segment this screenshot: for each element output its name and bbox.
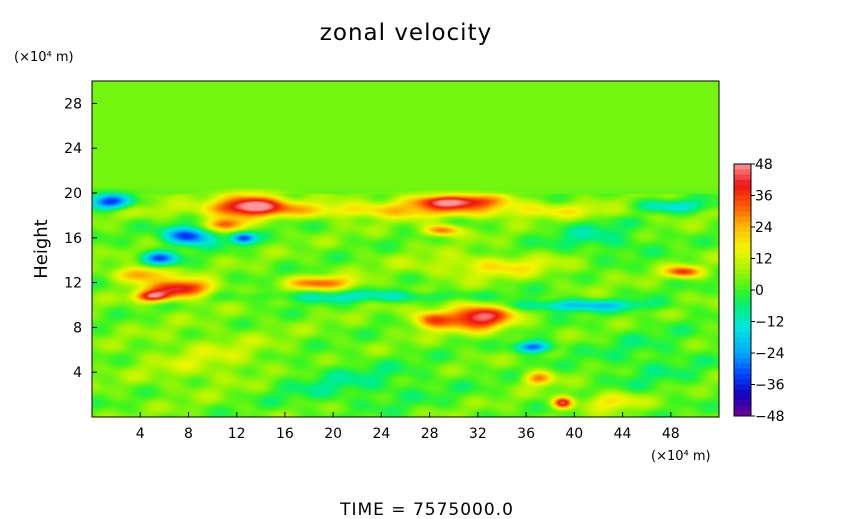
x-tick-label: 8 [184,426,193,442]
x-tick-label: 48 [662,426,680,442]
colorbar: 48 36 24 12 0 −12 −24 −36 −48 [733,157,785,425]
colorbar-tick-label: −24 [755,346,785,362]
y-tick-label: 4 [73,365,82,381]
x-tick-label: 32 [469,426,487,442]
colorbar-swatch [734,274,751,280]
y-axis-ticks: 4 8 12 16 20 24 28 [64,96,97,381]
colorbar-swatch [734,379,751,385]
colorbar-swatch [734,384,751,391]
colorbar-swatch [734,358,751,364]
colorbar-swatch [734,311,751,317]
colorbar-swatch [734,221,751,228]
colorbar-swatch [734,179,751,186]
colorbar-swatch [734,363,751,370]
colorbar-swatch [734,258,751,265]
colorbar-tick-label: 24 [755,220,773,236]
x-tick-label: 44 [614,426,632,442]
colorbar-swatch [734,405,751,412]
colorbar-swatch [734,410,751,417]
y-axis-units: (×10⁴ m) [14,50,74,65]
colorbar-swatch [734,232,751,238]
colorbar-swatch [734,216,751,223]
y-tick-label: 20 [64,186,82,202]
colorbar-tick-label: 36 [755,189,773,205]
colorbar-swatch [734,211,751,217]
colorbar-tick-label: 0 [755,283,764,299]
colorbar-tick-label: 48 [755,157,773,173]
colorbar-swatch [734,200,751,207]
colorbar-swatch [734,227,751,233]
x-tick-label: 4 [136,426,145,442]
colorbar-swatch [734,253,751,259]
colorbar-tick-label: 12 [755,252,773,268]
colorbar-swatch [734,248,751,254]
colorbar-swatch [734,337,751,343]
colorbar-swatch [734,374,751,380]
y-tick-label: 8 [73,320,82,336]
colorbar-swatch [734,295,751,301]
colorbar-swatch [734,237,751,244]
x-tick-label: 20 [324,426,342,442]
x-tick-label: 24 [372,426,390,442]
colorbar-swatch [734,169,751,175]
x-tick-label: 16 [276,426,294,442]
chart-title: zonal velocity [320,20,492,46]
x-tick-label: 40 [565,426,583,442]
colorbar-swatch [734,300,751,307]
colorbar-swatch [734,321,751,328]
x-tick-label: 28 [421,426,439,442]
colorbar-swatch [734,332,751,338]
x-tick-label: 12 [228,426,246,442]
colorbar-tick-label: −48 [755,409,785,425]
colorbar-swatch [734,185,751,191]
plot-frame [91,80,720,418]
y-tick-label: 16 [64,231,82,247]
colorbar-swatch [734,389,751,396]
y-tick-label: 28 [64,96,82,112]
colorbar-swatch [734,263,751,270]
colorbar-swatch [734,284,751,291]
y-tick-label: 24 [64,141,82,157]
colorbar-tick-label: −36 [755,378,785,394]
colorbar-swatch [734,190,751,196]
colorbar-swatch [734,195,751,202]
colorbar-swatch [734,316,751,322]
x-tick-label: 36 [517,426,535,442]
y-axis-label: Height [31,219,52,279]
y-tick-label: 12 [64,276,82,292]
colorbar-tick-label: −12 [755,315,785,331]
colorbar-swatch [734,290,751,296]
colorbar-swatch [734,279,751,286]
colorbar-swatch [734,353,751,359]
colorbar-swatch [734,305,751,312]
colorbar-swatch [734,347,751,354]
colorbar-swatch [734,342,751,349]
colorbar-swatch [734,206,751,212]
time-label: TIME = 7575000.0 [339,500,514,519]
heatmap-plot-area [91,80,720,418]
colorbar-swatch [734,164,751,170]
colorbar-swatch [734,269,751,275]
colorbar-swatch [734,368,751,375]
colorbar-swatch [734,395,751,401]
x-axis-ticks: 4 8 12 16 20 24 28 32 36 40 44 48 [136,412,680,442]
x-axis-units: (×10⁴ m) [651,449,711,464]
colorbar-swatch [734,242,751,249]
heatmap-image [92,81,719,417]
colorbar-swatch [734,326,751,333]
colorbar-swatch [734,400,751,406]
colorbar-swatch [734,174,751,181]
